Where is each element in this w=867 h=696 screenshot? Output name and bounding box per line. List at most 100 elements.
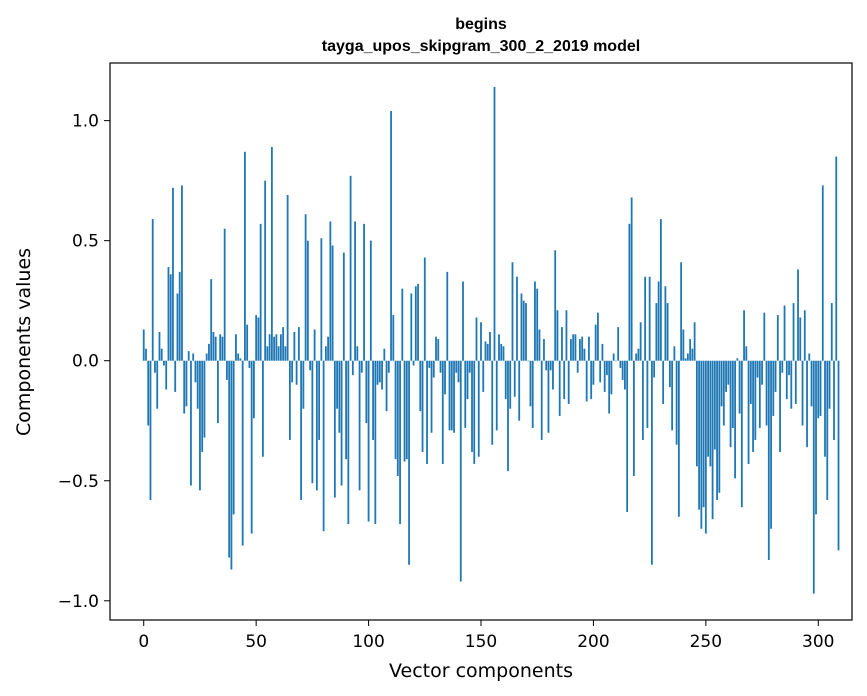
bar-110 bbox=[390, 111, 392, 361]
bar-118 bbox=[408, 360, 410, 565]
bar-258 bbox=[722, 360, 725, 426]
bar-42 bbox=[237, 353, 240, 361]
bar-71 bbox=[302, 360, 305, 409]
bar-29 bbox=[208, 343, 210, 361]
bar-239 bbox=[680, 262, 683, 361]
bar-61 bbox=[279, 334, 282, 361]
bar-0 bbox=[142, 329, 145, 361]
bar-294 bbox=[803, 310, 806, 361]
x-tick-label: 100 bbox=[352, 632, 384, 652]
bar-135 bbox=[446, 271, 449, 361]
y-axis-label: Components values bbox=[13, 248, 35, 436]
bar-68 bbox=[295, 360, 298, 385]
bar-15 bbox=[176, 293, 179, 361]
bar-60 bbox=[277, 346, 280, 361]
bar-3 bbox=[149, 360, 152, 500]
bar-148 bbox=[475, 317, 478, 361]
bar-209 bbox=[612, 353, 615, 361]
bar-130 bbox=[435, 336, 437, 361]
bar-143 bbox=[464, 360, 467, 428]
bar-257 bbox=[720, 360, 723, 407]
bar-305 bbox=[828, 360, 831, 409]
bar-78 bbox=[318, 360, 321, 440]
bar-35 bbox=[221, 336, 224, 361]
chart-subtitle: tayga_upos_skipgram_300_2_2019 model bbox=[322, 38, 640, 55]
bar-99 bbox=[365, 360, 368, 424]
bar-19 bbox=[185, 360, 188, 407]
bar-303 bbox=[824, 360, 826, 457]
bar-181 bbox=[549, 360, 552, 371]
bar-155 bbox=[491, 360, 494, 445]
bar-31 bbox=[212, 331, 215, 361]
bar-139 bbox=[455, 360, 458, 373]
bar-192 bbox=[574, 334, 577, 361]
bar-248 bbox=[700, 360, 703, 529]
bar-292 bbox=[799, 317, 802, 361]
bar-144 bbox=[466, 360, 469, 400]
bar-49 bbox=[253, 360, 255, 419]
bar-53 bbox=[262, 360, 264, 457]
bar-10 bbox=[165, 360, 168, 390]
bar-293 bbox=[801, 360, 804, 426]
bar-207 bbox=[608, 360, 611, 414]
bar-302 bbox=[821, 185, 824, 361]
bar-265 bbox=[738, 360, 741, 414]
bar-52 bbox=[259, 223, 262, 361]
bar-47 bbox=[248, 360, 251, 368]
bar-5 bbox=[154, 360, 156, 373]
bar-173 bbox=[531, 360, 534, 428]
bar-87 bbox=[338, 360, 341, 433]
bar-7 bbox=[158, 331, 161, 361]
bar-226 bbox=[650, 360, 653, 565]
bar-59 bbox=[275, 334, 278, 361]
bar-245 bbox=[693, 322, 696, 361]
bar-159 bbox=[500, 343, 503, 361]
bar-72 bbox=[304, 214, 307, 361]
bar-264 bbox=[736, 358, 739, 361]
bar-69 bbox=[297, 327, 300, 361]
bar-297 bbox=[810, 360, 813, 407]
bar-253 bbox=[711, 360, 714, 520]
bar-237 bbox=[675, 360, 678, 445]
bar-94 bbox=[354, 221, 356, 361]
bar-153 bbox=[486, 343, 489, 361]
bar-132 bbox=[439, 360, 442, 373]
bar-235 bbox=[671, 360, 674, 431]
bar-95 bbox=[356, 346, 359, 361]
bar-299 bbox=[815, 360, 817, 515]
bar-188 bbox=[565, 310, 568, 361]
bar-201 bbox=[594, 324, 597, 361]
bar-86 bbox=[336, 360, 338, 409]
bar-134 bbox=[444, 360, 446, 395]
bar-107 bbox=[383, 348, 386, 361]
bar-271 bbox=[752, 360, 754, 452]
bar-40 bbox=[232, 360, 235, 515]
bar-210 bbox=[615, 360, 617, 362]
bar-91 bbox=[347, 360, 350, 524]
bar-228 bbox=[655, 303, 658, 361]
bar-244 bbox=[691, 348, 694, 361]
bar-240 bbox=[682, 329, 685, 361]
bar-162 bbox=[507, 360, 509, 472]
bar-46 bbox=[246, 324, 249, 361]
bar-281 bbox=[774, 360, 777, 392]
bar-278 bbox=[767, 360, 770, 560]
bar-290 bbox=[794, 360, 797, 404]
bar-17 bbox=[181, 185, 183, 361]
bar-277 bbox=[765, 360, 768, 426]
bar-97 bbox=[360, 360, 363, 373]
bar-280 bbox=[772, 360, 775, 416]
bar-109 bbox=[387, 360, 390, 373]
bar-183 bbox=[554, 250, 557, 361]
bar-189 bbox=[567, 360, 570, 404]
bar-133 bbox=[441, 360, 444, 464]
y-tick-label: −1.0 bbox=[58, 592, 99, 612]
bar-67 bbox=[293, 331, 296, 361]
bar-175 bbox=[536, 288, 539, 361]
bar-186 bbox=[561, 327, 563, 361]
bar-309 bbox=[837, 360, 840, 551]
bar-224 bbox=[646, 360, 649, 428]
bar-191 bbox=[572, 334, 575, 361]
bar-82 bbox=[327, 336, 329, 361]
bar-279 bbox=[770, 360, 772, 529]
